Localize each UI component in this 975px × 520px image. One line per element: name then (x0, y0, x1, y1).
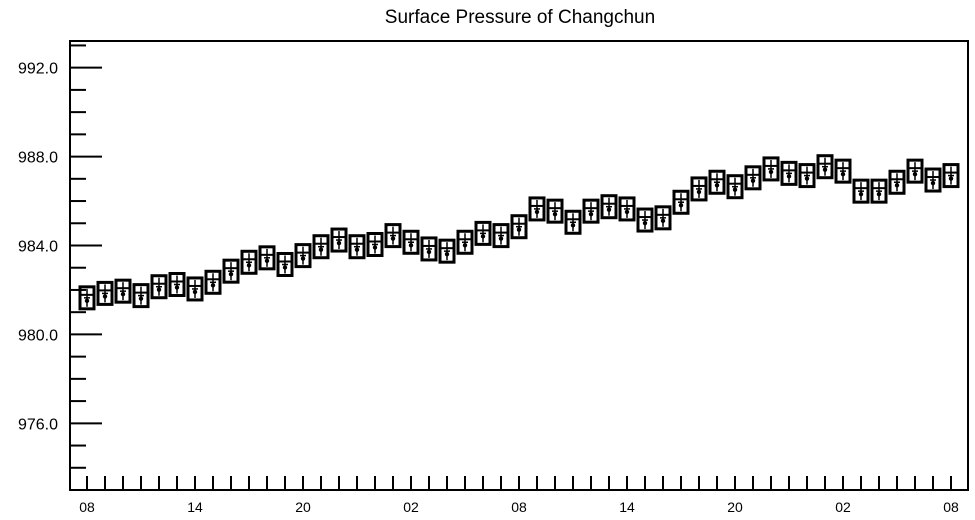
box-mark (636, 207, 654, 233)
box-mark (762, 156, 780, 182)
box-mark (528, 196, 546, 222)
box-mark (222, 258, 240, 284)
box-mark (312, 234, 330, 260)
box-mark (150, 274, 168, 300)
box-mark (852, 178, 870, 204)
box-mark (672, 189, 690, 215)
box-mark (456, 229, 474, 255)
box-mark (258, 245, 276, 271)
box-mark (708, 169, 726, 195)
box-mark (348, 234, 366, 260)
box-mark (816, 154, 834, 180)
box-mark (798, 163, 816, 189)
x-tick-label: 08 (511, 499, 527, 515)
box-mark (546, 198, 564, 224)
plot-frame (69, 40, 969, 491)
chart-title: Surface Pressure of Changchun (385, 7, 655, 28)
box-mark (564, 209, 582, 235)
box-mark (888, 169, 906, 195)
box-mark (744, 165, 762, 191)
box-mark (330, 227, 348, 253)
box-mark (924, 167, 942, 193)
y-tick-label: 980.0 (18, 327, 58, 344)
box-mark (510, 214, 528, 240)
box-mark (474, 220, 492, 246)
y-tick-label: 988.0 (18, 150, 58, 167)
y-tick-label: 984.0 (18, 238, 58, 255)
box-mark (96, 280, 114, 306)
y-tick-label: 976.0 (18, 416, 58, 433)
x-tick-label: 14 (619, 499, 635, 515)
box-mark (600, 194, 618, 220)
box-mark (420, 236, 438, 262)
box-mark (654, 205, 672, 231)
x-tick-label: 08 (79, 499, 95, 515)
box-mark (132, 283, 150, 309)
box-mark (906, 158, 924, 184)
box-mark (492, 223, 510, 249)
box-mark (204, 269, 222, 295)
box-mark (78, 285, 96, 311)
box-mark (582, 198, 600, 224)
box-mark (294, 243, 312, 269)
x-tick-label: 02 (403, 499, 419, 515)
box-mark (834, 158, 852, 184)
box-mark (690, 176, 708, 202)
y-tick-label: 992.0 (18, 61, 58, 78)
box-mark (726, 174, 744, 200)
box-mark (366, 231, 384, 257)
x-tick-label: 08 (943, 499, 959, 515)
box-mark (240, 249, 258, 275)
box-mark (438, 238, 456, 264)
box-mark (186, 276, 204, 302)
box-mark (780, 160, 798, 186)
y-axis: 976.0 980.0 984.0 988.0 992.0 (18, 44, 102, 491)
box-mark (402, 229, 420, 255)
box-mark (618, 196, 636, 222)
x-tick-label: 20 (727, 499, 743, 515)
x-tick-label: 20 (295, 499, 311, 515)
box-mark (942, 163, 960, 189)
box-mark (276, 252, 294, 277)
box-mark (384, 223, 402, 249)
box-series (78, 154, 960, 311)
box-mark (168, 272, 186, 298)
box-mark (870, 178, 888, 204)
x-tick-label: 02 (835, 499, 851, 515)
x-tick-label: 14 (187, 499, 203, 515)
box-mark (114, 278, 132, 304)
x-axis: 08 14 20 02 08 14 20 02 08 (79, 476, 959, 515)
